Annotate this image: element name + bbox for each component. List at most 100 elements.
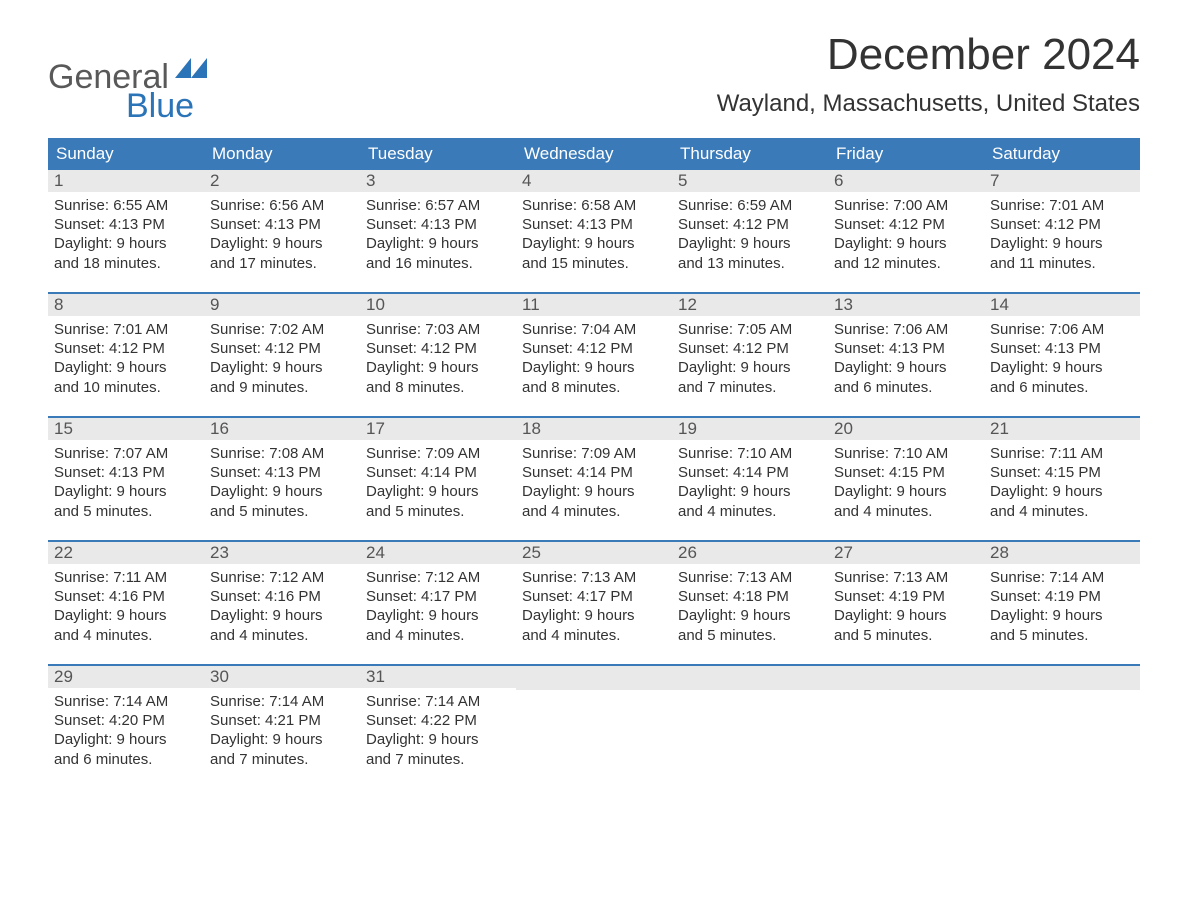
day-dl2: and 8 minutes. [366, 378, 510, 397]
day-body: Sunrise: 7:14 AMSunset: 4:20 PMDaylight:… [48, 688, 204, 779]
day-sunset: Sunset: 4:20 PM [54, 711, 198, 730]
day-body: Sunrise: 7:14 AMSunset: 4:19 PMDaylight:… [984, 564, 1140, 655]
day-cell: 12Sunrise: 7:05 AMSunset: 4:12 PMDayligh… [672, 294, 828, 416]
week-row: 22Sunrise: 7:11 AMSunset: 4:16 PMDayligh… [48, 540, 1140, 664]
day-cell: 28Sunrise: 7:14 AMSunset: 4:19 PMDayligh… [984, 542, 1140, 664]
day-dl1: Daylight: 9 hours [366, 234, 510, 253]
day-dl2: and 5 minutes. [834, 626, 978, 645]
day-sunset: Sunset: 4:16 PM [210, 587, 354, 606]
day-sunrise: Sunrise: 7:14 AM [990, 568, 1134, 587]
day-sunset: Sunset: 4:19 PM [990, 587, 1134, 606]
day-dl1: Daylight: 9 hours [54, 358, 198, 377]
day-dl1: Daylight: 9 hours [54, 606, 198, 625]
day-body: Sunrise: 7:13 AMSunset: 4:17 PMDaylight:… [516, 564, 672, 655]
week-row: 1Sunrise: 6:55 AMSunset: 4:13 PMDaylight… [48, 170, 1140, 292]
day-dl2: and 6 minutes. [834, 378, 978, 397]
day-sunrise: Sunrise: 7:12 AM [366, 568, 510, 587]
day-sunrise: Sunrise: 7:12 AM [210, 568, 354, 587]
day-cell: 11Sunrise: 7:04 AMSunset: 4:12 PMDayligh… [516, 294, 672, 416]
day-dl2: and 5 minutes. [210, 502, 354, 521]
day-cell: 3Sunrise: 6:57 AMSunset: 4:13 PMDaylight… [360, 170, 516, 292]
weekday-header: Friday [828, 138, 984, 170]
day-number: 31 [360, 666, 516, 688]
day-sunset: Sunset: 4:12 PM [834, 215, 978, 234]
day-dl2: and 6 minutes. [990, 378, 1134, 397]
day-number: 1 [48, 170, 204, 192]
logo-triangle-icon [175, 56, 207, 78]
weekday-header: Saturday [984, 138, 1140, 170]
day-dl2: and 7 minutes. [678, 378, 822, 397]
day-cell: 16Sunrise: 7:08 AMSunset: 4:13 PMDayligh… [204, 418, 360, 540]
day-sunrise: Sunrise: 7:09 AM [366, 444, 510, 463]
day-dl1: Daylight: 9 hours [54, 730, 198, 749]
day-sunset: Sunset: 4:15 PM [834, 463, 978, 482]
day-cell [516, 666, 672, 788]
day-dl2: and 16 minutes. [366, 254, 510, 273]
day-sunset: Sunset: 4:14 PM [522, 463, 666, 482]
title-block: December 2024 Wayland, Massachusetts, Un… [717, 30, 1140, 118]
day-number [672, 666, 828, 690]
day-cell: 4Sunrise: 6:58 AMSunset: 4:13 PMDaylight… [516, 170, 672, 292]
day-dl1: Daylight: 9 hours [678, 482, 822, 501]
day-cell: 7Sunrise: 7:01 AMSunset: 4:12 PMDaylight… [984, 170, 1140, 292]
day-body: Sunrise: 7:03 AMSunset: 4:12 PMDaylight:… [360, 316, 516, 407]
day-number [984, 666, 1140, 690]
day-sunset: Sunset: 4:14 PM [366, 463, 510, 482]
day-number: 30 [204, 666, 360, 688]
day-sunrise: Sunrise: 7:13 AM [834, 568, 978, 587]
day-sunset: Sunset: 4:12 PM [990, 215, 1134, 234]
logo-word2: Blue [126, 87, 207, 126]
day-cell: 5Sunrise: 6:59 AMSunset: 4:12 PMDaylight… [672, 170, 828, 292]
day-sunrise: Sunrise: 7:00 AM [834, 196, 978, 215]
weekday-header: Wednesday [516, 138, 672, 170]
day-sunrise: Sunrise: 7:11 AM [990, 444, 1134, 463]
day-sunset: Sunset: 4:13 PM [210, 215, 354, 234]
day-sunrise: Sunrise: 6:57 AM [366, 196, 510, 215]
day-dl2: and 4 minutes. [678, 502, 822, 521]
day-body: Sunrise: 6:58 AMSunset: 4:13 PMDaylight:… [516, 192, 672, 283]
day-sunset: Sunset: 4:12 PM [210, 339, 354, 358]
day-dl1: Daylight: 9 hours [678, 358, 822, 377]
day-body: Sunrise: 7:06 AMSunset: 4:13 PMDaylight:… [984, 316, 1140, 407]
day-dl2: and 4 minutes. [834, 502, 978, 521]
day-number: 23 [204, 542, 360, 564]
day-dl2: and 9 minutes. [210, 378, 354, 397]
weekday-header-row: SundayMondayTuesdayWednesdayThursdayFrid… [48, 138, 1140, 170]
day-number: 29 [48, 666, 204, 688]
day-sunset: Sunset: 4:12 PM [522, 339, 666, 358]
day-dl2: and 6 minutes. [54, 750, 198, 769]
day-sunrise: Sunrise: 7:04 AM [522, 320, 666, 339]
day-number: 4 [516, 170, 672, 192]
day-dl1: Daylight: 9 hours [834, 482, 978, 501]
day-body: Sunrise: 7:07 AMSunset: 4:13 PMDaylight:… [48, 440, 204, 531]
day-dl1: Daylight: 9 hours [366, 730, 510, 749]
day-sunrise: Sunrise: 7:03 AM [366, 320, 510, 339]
day-sunset: Sunset: 4:12 PM [678, 339, 822, 358]
day-number: 17 [360, 418, 516, 440]
day-cell: 20 Sunrise: 7:10 AMSunset: 4:15 PMDayligh… [828, 418, 984, 540]
day-body: Sunrise: 7:13 AMSunset: 4:18 PMDaylight:… [672, 564, 828, 655]
day-body: Sunrise: 7:12 AMSunset: 4:16 PMDaylight:… [204, 564, 360, 655]
day-dl2: and 8 minutes. [522, 378, 666, 397]
day-sunrise: Sunrise: 7:10 AM [834, 444, 978, 463]
day-cell: 18Sunrise: 7:09 AMSunset: 4:14 PMDayligh… [516, 418, 672, 540]
day-number: 6 [828, 170, 984, 192]
day-dl1: Daylight: 9 hours [522, 358, 666, 377]
day-dl2: and 4 minutes. [210, 626, 354, 645]
day-number: 20 [828, 418, 984, 440]
day-dl2: and 17 minutes. [210, 254, 354, 273]
day-cell [984, 666, 1140, 788]
day-cell: 17Sunrise: 7:09 AMSunset: 4:14 PMDayligh… [360, 418, 516, 540]
day-number: 13 [828, 294, 984, 316]
day-body: Sunrise: 7:13 AMSunset: 4:19 PMDaylight:… [828, 564, 984, 655]
day-body: Sunrise: 6:59 AMSunset: 4:12 PMDaylight:… [672, 192, 828, 283]
day-dl2: and 10 minutes. [54, 378, 198, 397]
day-cell: 6Sunrise: 7:00 AMSunset: 4:12 PMDaylight… [828, 170, 984, 292]
location-subtitle: Wayland, Massachusetts, United States [717, 90, 1140, 118]
day-dl2: and 15 minutes. [522, 254, 666, 273]
week-row: 8Sunrise: 7:01 AMSunset: 4:12 PMDaylight… [48, 292, 1140, 416]
calendar: SundayMondayTuesdayWednesdayThursdayFrid… [48, 138, 1140, 788]
day-sunset: Sunset: 4:12 PM [54, 339, 198, 358]
day-dl1: Daylight: 9 hours [678, 234, 822, 253]
day-sunset: Sunset: 4:13 PM [366, 215, 510, 234]
